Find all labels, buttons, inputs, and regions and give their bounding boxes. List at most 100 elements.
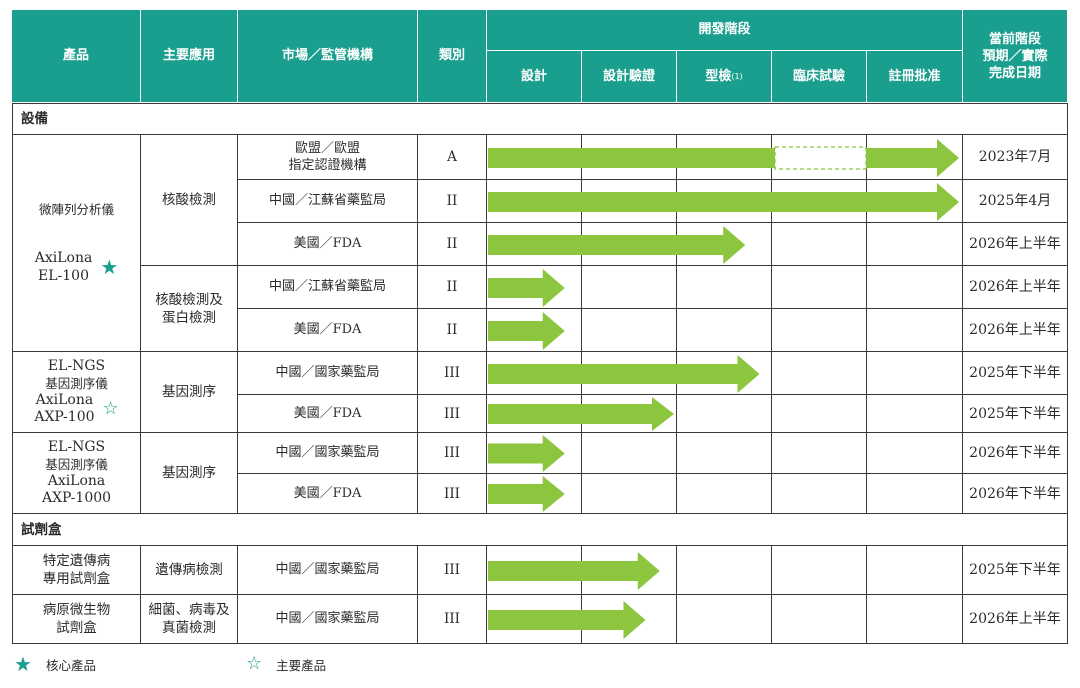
product-axp100-name: EL-NGS	[47, 358, 106, 374]
stage-cell	[677, 595, 772, 644]
header-stage-design: 設計	[487, 51, 582, 103]
market-cell: 中國／國家藥監局	[238, 433, 418, 474]
date-cell: 2025年下半年	[963, 546, 1068, 595]
category-cell: II	[418, 309, 487, 352]
stage-cell	[867, 135, 963, 180]
header-product: 產品	[12, 10, 141, 103]
pipeline-table: 產品 主要應用 市場／監管機構 類別 開發階段 設計 設計驗證 型檢 (1) 臨床…	[12, 10, 1068, 644]
stage-cell	[677, 352, 772, 395]
category-cell: II	[418, 180, 487, 223]
stage-cell	[582, 309, 677, 352]
progress-arrow-shape	[488, 138, 959, 177]
category-cell: II	[418, 266, 487, 309]
stage-cell	[772, 223, 867, 266]
stage-cell	[867, 223, 963, 266]
progress-arrow-shape	[488, 435, 565, 472]
progress-arrow-shape	[488, 551, 660, 590]
header-stage-type-check-label: 型檢	[705, 68, 732, 84]
progress-arrow-shape	[488, 268, 565, 307]
stage-cell	[772, 309, 867, 352]
progress-arrow	[488, 225, 746, 264]
market-cell: 美國／FDA	[238, 223, 418, 266]
progress-arrow	[488, 600, 646, 639]
market-cell: 中國／國家藥監局	[238, 595, 418, 644]
product-axp100-type: 基因測序儀	[45, 376, 108, 391]
date-cell: 2026年上半年	[963, 266, 1068, 309]
stage-cell	[772, 595, 867, 644]
header-stage-approval: 註冊批准	[867, 51, 963, 103]
stage-cell	[772, 266, 867, 309]
category-cell: III	[418, 595, 487, 644]
application-pathogen: 細菌、病毒及 真菌檢測	[141, 595, 238, 644]
progress-arrow	[488, 138, 959, 177]
product-axp1000-name: EL-NGS	[47, 439, 106, 455]
stage-cell	[582, 595, 677, 644]
stage-cell	[677, 433, 772, 474]
application-sequencing-1: 基因測序	[141, 352, 238, 433]
header-dev-stage: 開發階段	[487, 10, 963, 51]
legend-core: ★ 核心產品	[14, 654, 96, 674]
stage-cell	[867, 474, 963, 514]
progress-arrow	[488, 182, 959, 221]
stage-cell	[677, 266, 772, 309]
product-axp100-model-wrap: AxiLona AXP-100 ☆	[34, 392, 118, 426]
stage-cell	[582, 546, 677, 595]
category-cell: III	[418, 546, 487, 595]
progress-arrow	[488, 435, 565, 472]
stage-cell	[582, 474, 677, 514]
stage-cell	[772, 395, 867, 433]
header-application: 主要應用	[141, 10, 238, 103]
product-axp1000-model: AxiLona AXP-1000	[41, 473, 112, 506]
category-cell: III	[418, 352, 487, 395]
date-cell: 2026年下半年	[963, 474, 1068, 514]
stage-cell	[677, 395, 772, 433]
date-cell: 2025年下半年	[963, 352, 1068, 395]
stage-cell	[867, 180, 963, 223]
progress-arrow	[488, 551, 660, 590]
header-market: 市場／監管機構	[238, 10, 418, 103]
market-cell: 中國／國家藥監局	[238, 546, 418, 595]
header-stage-verification: 設計驗證	[582, 51, 677, 103]
stage-cell	[867, 546, 963, 595]
application-sequencing-2: 基因測序	[141, 433, 238, 514]
date-cell: 2026年上半年	[963, 595, 1068, 644]
category-cell: II	[418, 223, 487, 266]
stage-cell	[677, 474, 772, 514]
stage-cell	[677, 546, 772, 595]
main-product-star-icon: ☆	[102, 398, 119, 419]
stage-cell	[772, 546, 867, 595]
legend-main: ☆ 主要產品	[246, 654, 326, 674]
legend-filled-star-icon: ★	[14, 652, 32, 676]
footnote-marker: (1)	[731, 71, 743, 81]
product-axp100: EL-NGS 基因測序儀 AxiLona AXP-100 ☆	[12, 352, 141, 433]
stage-cell	[772, 352, 867, 395]
category-cell: III	[418, 474, 487, 514]
market-cell: 美國／FDA	[238, 309, 418, 352]
market-cell: 中國／江蘇省藥監局	[238, 266, 418, 309]
progress-arrow-shape	[488, 600, 646, 639]
date-cell: 2026年上半年	[963, 223, 1068, 266]
stage-cell	[772, 433, 867, 474]
stage-cell	[487, 309, 582, 352]
header-category: 類別	[418, 10, 487, 103]
product-pathogen-kit: 病原微生物 試劑盒	[12, 595, 141, 644]
stage-cell	[867, 595, 963, 644]
category-cell: A	[418, 135, 487, 180]
progress-arrow-shape	[488, 182, 959, 221]
core-product-star-icon: ★	[100, 255, 119, 279]
stage-cell	[677, 309, 772, 352]
stage-cell	[487, 474, 582, 514]
date-cell: 2026年上半年	[963, 309, 1068, 352]
stage-cell	[867, 395, 963, 433]
product-genetic-kit: 特定遺傳病 專用試劑盒	[12, 546, 141, 595]
legend-core-label: 核心產品	[45, 657, 96, 673]
market-cell: 中國／江蘇省藥監局	[238, 180, 418, 223]
header-current-stage: 當前階段 預期／實際 完成日期	[963, 10, 1068, 103]
stage-cell	[867, 433, 963, 474]
progress-arrow	[488, 268, 565, 307]
category-cell: III	[418, 395, 487, 433]
date-cell: 2026年下半年	[963, 433, 1068, 474]
progress-arrow-shape	[488, 311, 565, 350]
product-el100-type: 微陣列分析儀	[38, 202, 114, 217]
header-stage-clinical: 臨床試驗	[772, 51, 867, 103]
